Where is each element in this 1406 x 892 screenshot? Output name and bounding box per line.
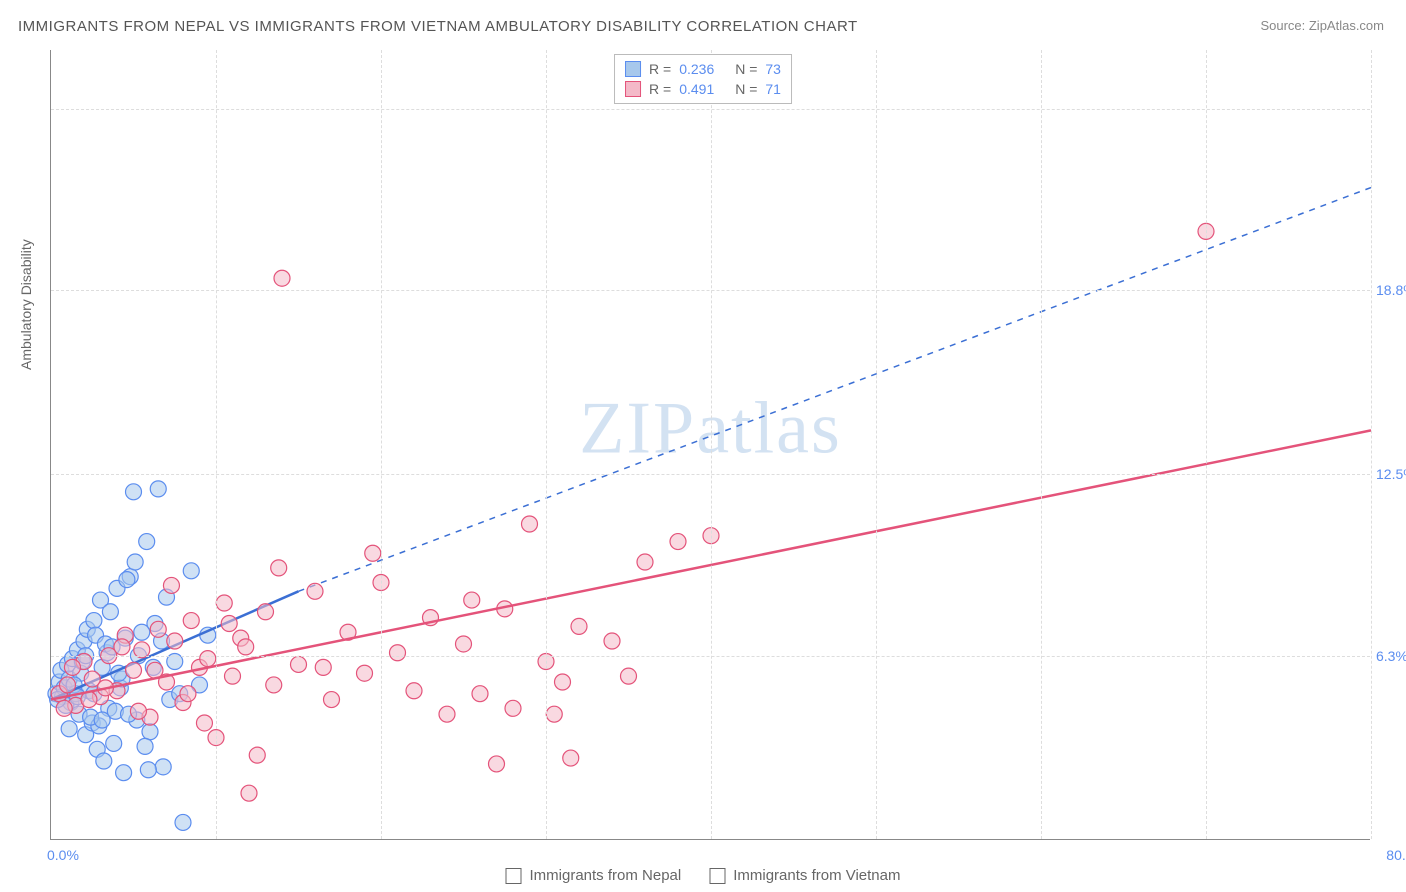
- legend-stats-row-nepal: R = 0.236 N = 73: [625, 59, 781, 79]
- swatch-nepal: [506, 868, 522, 884]
- n-symbol: N =: [735, 61, 757, 77]
- r-symbol: R =: [649, 81, 671, 97]
- x-tick-label: 0.0%: [47, 847, 79, 863]
- plot-area: ZIPatlas 6.3%12.5%18.8%0.0%80.0%: [50, 50, 1370, 840]
- r-value-vietnam: 0.491: [679, 81, 727, 97]
- legend-item-vietnam: Immigrants from Vietnam: [709, 867, 900, 884]
- source-value: ZipAtlas.com: [1309, 18, 1384, 33]
- legend-series: Immigrants from Nepal Immigrants from Vi…: [506, 867, 901, 884]
- legend-label-vietnam: Immigrants from Vietnam: [733, 867, 900, 884]
- legend-stats-row-vietnam: R = 0.491 N = 71: [625, 79, 781, 99]
- y-tick-label: 6.3%: [1376, 648, 1406, 664]
- y-axis-title: Ambulatory Disability: [18, 239, 34, 370]
- legend-label-nepal: Immigrants from Nepal: [530, 867, 682, 884]
- x-tick-label: 80.0%: [1386, 847, 1406, 863]
- source-label: Source:: [1260, 18, 1308, 33]
- r-symbol: R =: [649, 61, 671, 77]
- y-tick-label: 18.8%: [1376, 282, 1406, 298]
- legend-item-nepal: Immigrants from Nepal: [506, 867, 682, 884]
- swatch-nepal: [625, 61, 641, 77]
- chart-title: IMMIGRANTS FROM NEPAL VS IMMIGRANTS FROM…: [18, 18, 858, 35]
- n-symbol: N =: [735, 81, 757, 97]
- legend-stats: R = 0.236 N = 73 R = 0.491 N = 71: [614, 54, 792, 104]
- r-value-nepal: 0.236: [679, 61, 727, 77]
- swatch-vietnam: [625, 81, 641, 97]
- y-tick-label: 12.5%: [1376, 466, 1406, 482]
- swatch-vietnam: [709, 868, 725, 884]
- source-attribution: Source: ZipAtlas.com: [1260, 18, 1384, 33]
- n-value-nepal: 73: [765, 61, 781, 77]
- correlation-chart: IMMIGRANTS FROM NEPAL VS IMMIGRANTS FROM…: [0, 0, 1406, 892]
- n-value-vietnam: 71: [765, 81, 781, 97]
